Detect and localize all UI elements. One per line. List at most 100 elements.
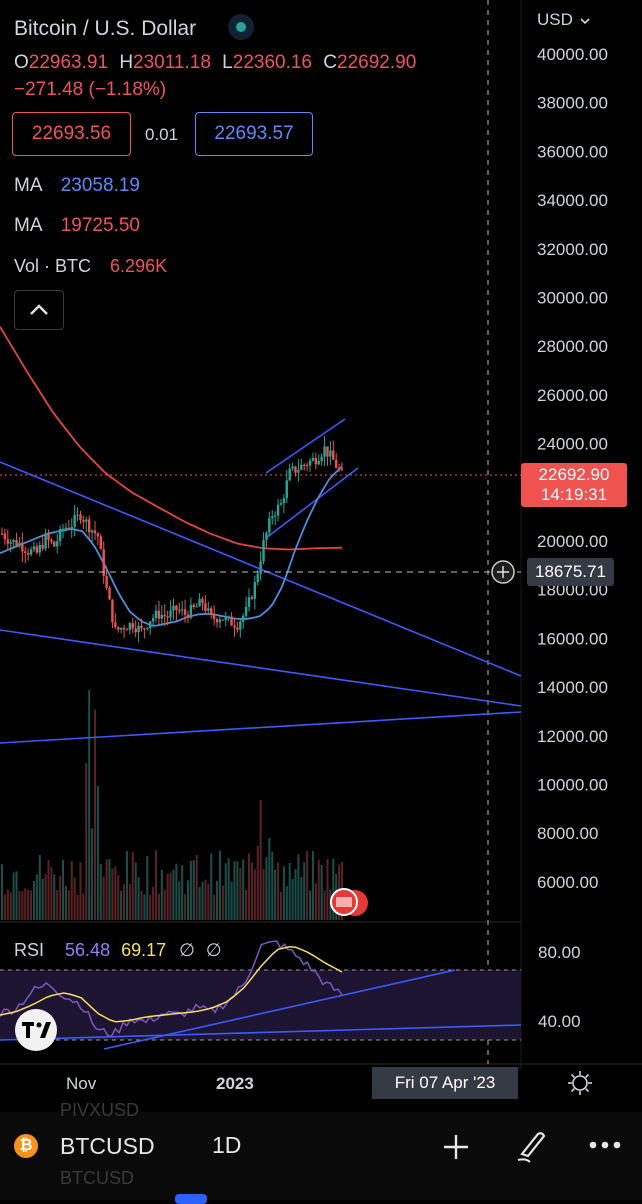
collapse-legend-button[interactable] xyxy=(14,290,64,330)
price-tick-label: 36000.00 xyxy=(537,142,608,161)
volume-bar xyxy=(108,859,111,920)
ghost-symbol-top: PIVXUSD xyxy=(60,1100,140,1120)
settings-gear-icon[interactable] xyxy=(568,1071,592,1095)
candle-body xyxy=(3,533,7,540)
candle-body xyxy=(178,609,181,611)
candle-body xyxy=(230,616,233,626)
price-tick-label: 8000.00 xyxy=(537,824,598,843)
low-value: 22360.16 xyxy=(232,52,312,73)
rsi-ma-line xyxy=(0,946,343,1023)
candle-body xyxy=(311,457,315,461)
draw-pen-icon[interactable] xyxy=(514,1128,548,1164)
candle-body xyxy=(18,542,21,546)
candle-body xyxy=(236,627,239,630)
volume-bar xyxy=(303,862,306,920)
candle-body xyxy=(24,551,27,553)
volume-bar xyxy=(291,879,294,920)
rsi-trend-line-2[interactable] xyxy=(0,1024,522,1041)
candle-body xyxy=(268,518,271,533)
candle-body xyxy=(125,629,129,631)
bid-price-button[interactable]: 22693.56 xyxy=(12,112,131,156)
volume-bar xyxy=(155,850,158,920)
event-flag-stripes xyxy=(336,897,352,907)
volume-bar xyxy=(62,859,65,920)
trend-lines[interactable] xyxy=(0,418,522,744)
more-dots-icon[interactable] xyxy=(588,1138,622,1152)
volume-bar xyxy=(163,889,166,920)
channel-line-lower[interactable] xyxy=(265,467,359,539)
candle-body xyxy=(282,498,286,504)
plus-icon[interactable] xyxy=(441,1132,471,1162)
volume-bar xyxy=(326,859,329,920)
symbol-title: Bitcoin / U.S. Dollar xyxy=(14,17,197,40)
candle-body xyxy=(329,450,332,457)
candle-body xyxy=(12,539,15,543)
volume-bar xyxy=(218,850,221,920)
volume-bar xyxy=(216,880,219,920)
volume-bar xyxy=(166,873,169,920)
volume-bar xyxy=(128,883,131,920)
candle-body xyxy=(85,519,88,522)
volume-bar xyxy=(239,868,242,920)
candle-body xyxy=(233,625,236,628)
candlesticks xyxy=(0,435,344,643)
candle-body xyxy=(256,573,259,583)
price-tick-label: 16000.00 xyxy=(537,629,608,648)
rsi-band xyxy=(0,970,521,1040)
price-tick-label: 40000.00 xyxy=(537,45,608,64)
volume-bar xyxy=(76,894,79,920)
volume-bar xyxy=(320,865,323,920)
volume-bar xyxy=(102,876,105,920)
volume-bar xyxy=(186,880,189,920)
bitcoin-icon: ₿ xyxy=(14,1134,38,1158)
trend-line-lower-descending[interactable] xyxy=(0,629,522,707)
volume-bar xyxy=(91,828,94,920)
volume-bar xyxy=(93,709,96,920)
trend-line-ascending[interactable] xyxy=(0,711,522,744)
candle-body xyxy=(29,549,33,555)
ask-price-button[interactable]: 22693.57 xyxy=(195,112,313,156)
candle-body xyxy=(241,615,245,622)
candle-body xyxy=(265,532,268,540)
volume-bar xyxy=(274,869,277,920)
candle-body xyxy=(93,530,97,534)
volume-bar xyxy=(236,861,239,920)
rsi-label: RSI xyxy=(14,940,45,960)
volume-bar xyxy=(248,853,251,920)
ma-fast-label: MA xyxy=(14,175,42,196)
candle-body xyxy=(221,619,225,621)
candle-body xyxy=(253,582,257,599)
ma-slow-line xyxy=(0,326,343,551)
price-axis-labels: 40000.00 38000.00 36000.00 34000.00 32000.00… xyxy=(537,45,608,892)
price-tick-label: 6000.00 xyxy=(537,873,598,892)
volume-bar xyxy=(306,850,309,920)
candle-body xyxy=(105,576,108,588)
volume-bar xyxy=(38,854,41,920)
volume-bars xyxy=(1,690,343,920)
high-label: H xyxy=(119,52,134,73)
candle-body xyxy=(259,561,262,574)
volume-bar xyxy=(279,892,282,920)
volume-bar xyxy=(70,860,73,920)
symbol-selector[interactable]: ₿ BTCUSD xyxy=(14,1130,155,1162)
price-tick-label: 26000.00 xyxy=(537,386,608,405)
interval-selector[interactable]: 1D xyxy=(212,1132,242,1158)
volume-bar xyxy=(242,859,245,920)
currency-selector[interactable]: USD xyxy=(537,10,590,30)
volume-bar xyxy=(201,881,204,920)
volume-bar xyxy=(137,877,140,920)
candle-body xyxy=(114,622,117,628)
volume-bar xyxy=(282,866,285,920)
candle-body xyxy=(131,623,134,629)
volume-bar xyxy=(265,857,268,920)
market-open-icon xyxy=(227,14,254,40)
candle-body xyxy=(70,526,73,529)
volume-bar xyxy=(253,869,256,920)
volume-bar xyxy=(64,885,67,920)
volume-bar xyxy=(82,893,85,920)
volume-bar xyxy=(85,763,88,920)
high-value: 23011.18 xyxy=(133,52,211,73)
channel-line-upper[interactable] xyxy=(265,418,346,474)
volume-bar xyxy=(125,850,128,920)
